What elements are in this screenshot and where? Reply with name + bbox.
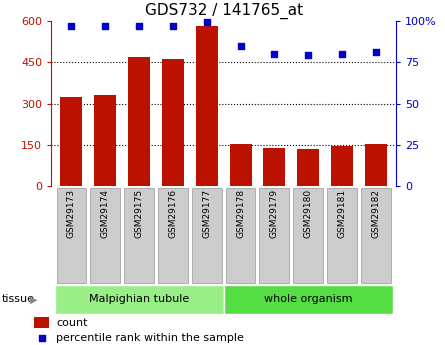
Bar: [128, 57, 150, 186]
FancyBboxPatch shape: [192, 188, 222, 283]
Bar: [196, 26, 218, 186]
Text: GSM29179: GSM29179: [270, 189, 279, 238]
Text: GSM29181: GSM29181: [337, 189, 347, 238]
Text: GSM29178: GSM29178: [236, 189, 245, 238]
Text: GSM29177: GSM29177: [202, 189, 211, 238]
Point: [203, 20, 210, 25]
FancyBboxPatch shape: [293, 188, 323, 283]
Text: GSM29174: GSM29174: [101, 189, 110, 238]
Point: [304, 53, 311, 58]
Bar: [61, 97, 82, 186]
Text: Malpighian tubule: Malpighian tubule: [89, 294, 189, 304]
FancyBboxPatch shape: [90, 188, 120, 283]
Bar: [365, 144, 387, 186]
Bar: [34, 317, 49, 328]
Text: GSM29173: GSM29173: [67, 189, 76, 238]
Point: [102, 23, 109, 28]
Point: [338, 51, 345, 57]
FancyBboxPatch shape: [158, 188, 188, 283]
FancyBboxPatch shape: [55, 285, 224, 314]
Point: [271, 51, 278, 57]
Bar: [263, 148, 285, 186]
Point: [170, 23, 177, 28]
Point: [237, 43, 244, 48]
Text: count: count: [57, 318, 88, 328]
Text: whole organism: whole organism: [264, 294, 352, 304]
FancyBboxPatch shape: [124, 188, 154, 283]
Text: GSM29180: GSM29180: [303, 189, 313, 238]
Bar: [297, 149, 319, 186]
Title: GDS732 / 141765_at: GDS732 / 141765_at: [145, 3, 303, 19]
Point: [372, 49, 379, 55]
Point: [68, 23, 75, 28]
Text: ▶: ▶: [30, 294, 38, 304]
Bar: [230, 144, 251, 186]
FancyBboxPatch shape: [327, 188, 357, 283]
Text: percentile rank within the sample: percentile rank within the sample: [57, 333, 244, 343]
Point: [136, 23, 143, 28]
Text: tissue: tissue: [2, 294, 35, 304]
FancyBboxPatch shape: [259, 188, 289, 283]
Point: [38, 335, 45, 341]
Bar: [162, 59, 184, 186]
Text: GSM29182: GSM29182: [371, 189, 380, 238]
Text: GSM29176: GSM29176: [168, 189, 178, 238]
FancyBboxPatch shape: [57, 188, 86, 283]
Text: GSM29175: GSM29175: [134, 189, 144, 238]
Bar: [94, 95, 116, 186]
FancyBboxPatch shape: [226, 188, 255, 283]
FancyBboxPatch shape: [224, 285, 392, 314]
FancyBboxPatch shape: [361, 188, 391, 283]
Bar: [331, 146, 353, 186]
